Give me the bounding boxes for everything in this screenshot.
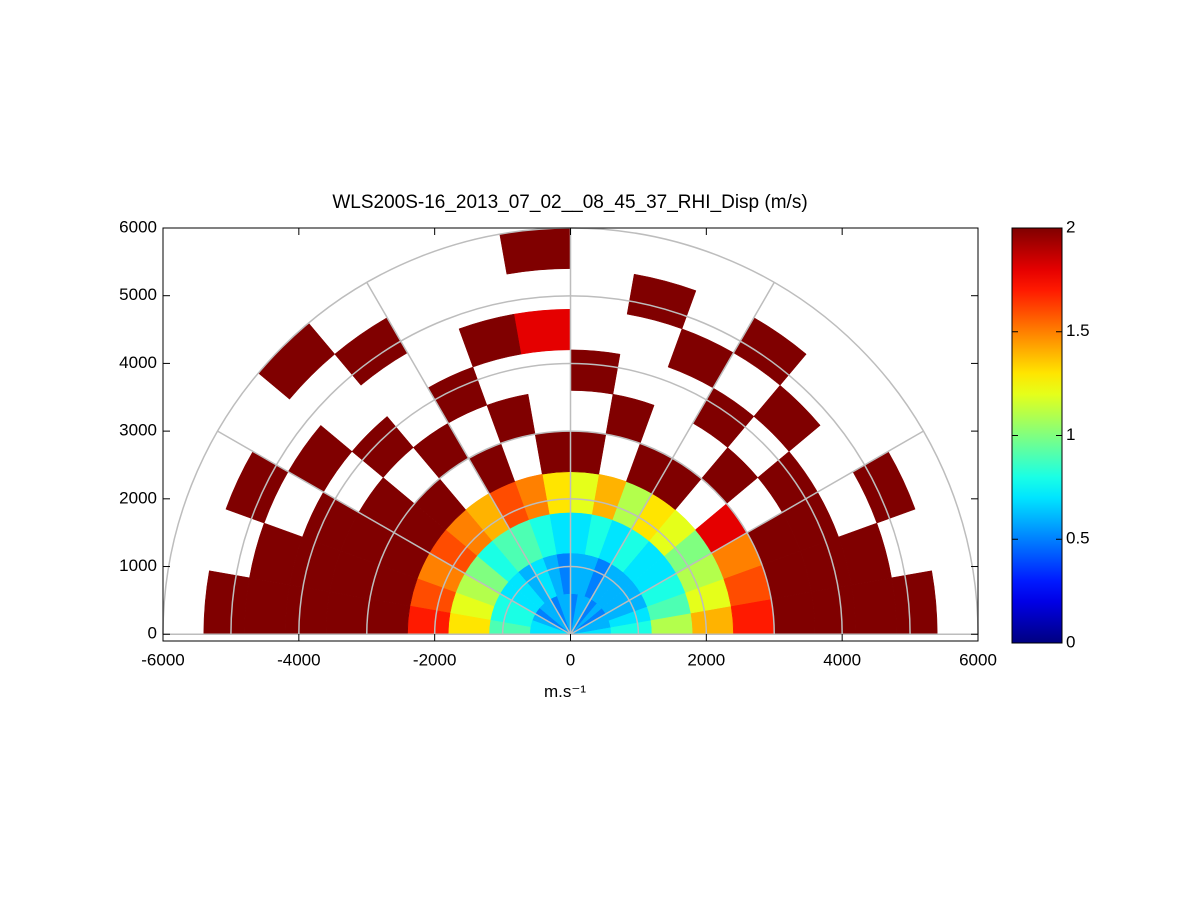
cell — [770, 591, 816, 635]
cell — [851, 577, 897, 635]
grid-spoke — [366, 282, 572, 635]
grid-spoke — [569, 282, 775, 635]
cell — [570, 349, 621, 395]
cell — [810, 584, 857, 635]
cell — [244, 577, 290, 635]
y-tick-label: 1000 — [119, 556, 157, 575]
y-tick-label: 6000 — [119, 217, 157, 236]
grid-spoke — [217, 430, 571, 635]
cell — [499, 227, 571, 275]
x-tick-label: 4000 — [823, 650, 861, 669]
cell — [203, 570, 250, 635]
polar-grid — [162, 227, 979, 635]
cell — [284, 584, 331, 635]
y-tick-label: 0 — [148, 624, 157, 643]
x-tick-label: -4000 — [277, 650, 320, 669]
colorbar-tick-label: 1 — [1066, 425, 1075, 444]
colorbar — [1011, 227, 1063, 644]
cell — [626, 273, 697, 330]
x-tick-label: -2000 — [413, 650, 456, 669]
x-tick-label: -6000 — [141, 650, 184, 669]
x-tick-label: 0 — [566, 650, 575, 669]
cell — [225, 451, 289, 524]
cell — [458, 313, 522, 368]
colorbar-tick-label: 1.5 — [1066, 321, 1090, 340]
colorbar-tick-label: 2 — [1066, 217, 1075, 236]
y-tick-label: 4000 — [119, 353, 157, 372]
colorbar-tick-label: 0.5 — [1066, 529, 1090, 548]
y-tick-label: 3000 — [119, 421, 157, 440]
grid-spoke — [570, 430, 924, 635]
y-tick-label: 5000 — [119, 285, 157, 304]
y-tick-label: 2000 — [119, 488, 157, 507]
cell — [513, 308, 571, 355]
cell — [891, 570, 938, 635]
cell — [325, 591, 371, 635]
colorbar-tick-label: 0 — [1066, 632, 1075, 651]
chart-title: WLS200S-16_2013_07_02__08_45_37_RHI_Disp… — [332, 192, 807, 213]
x-tick-label: 6000 — [959, 650, 997, 669]
x-axis-label: m.s⁻¹ — [544, 682, 586, 701]
x-tick-label: 2000 — [687, 650, 725, 669]
